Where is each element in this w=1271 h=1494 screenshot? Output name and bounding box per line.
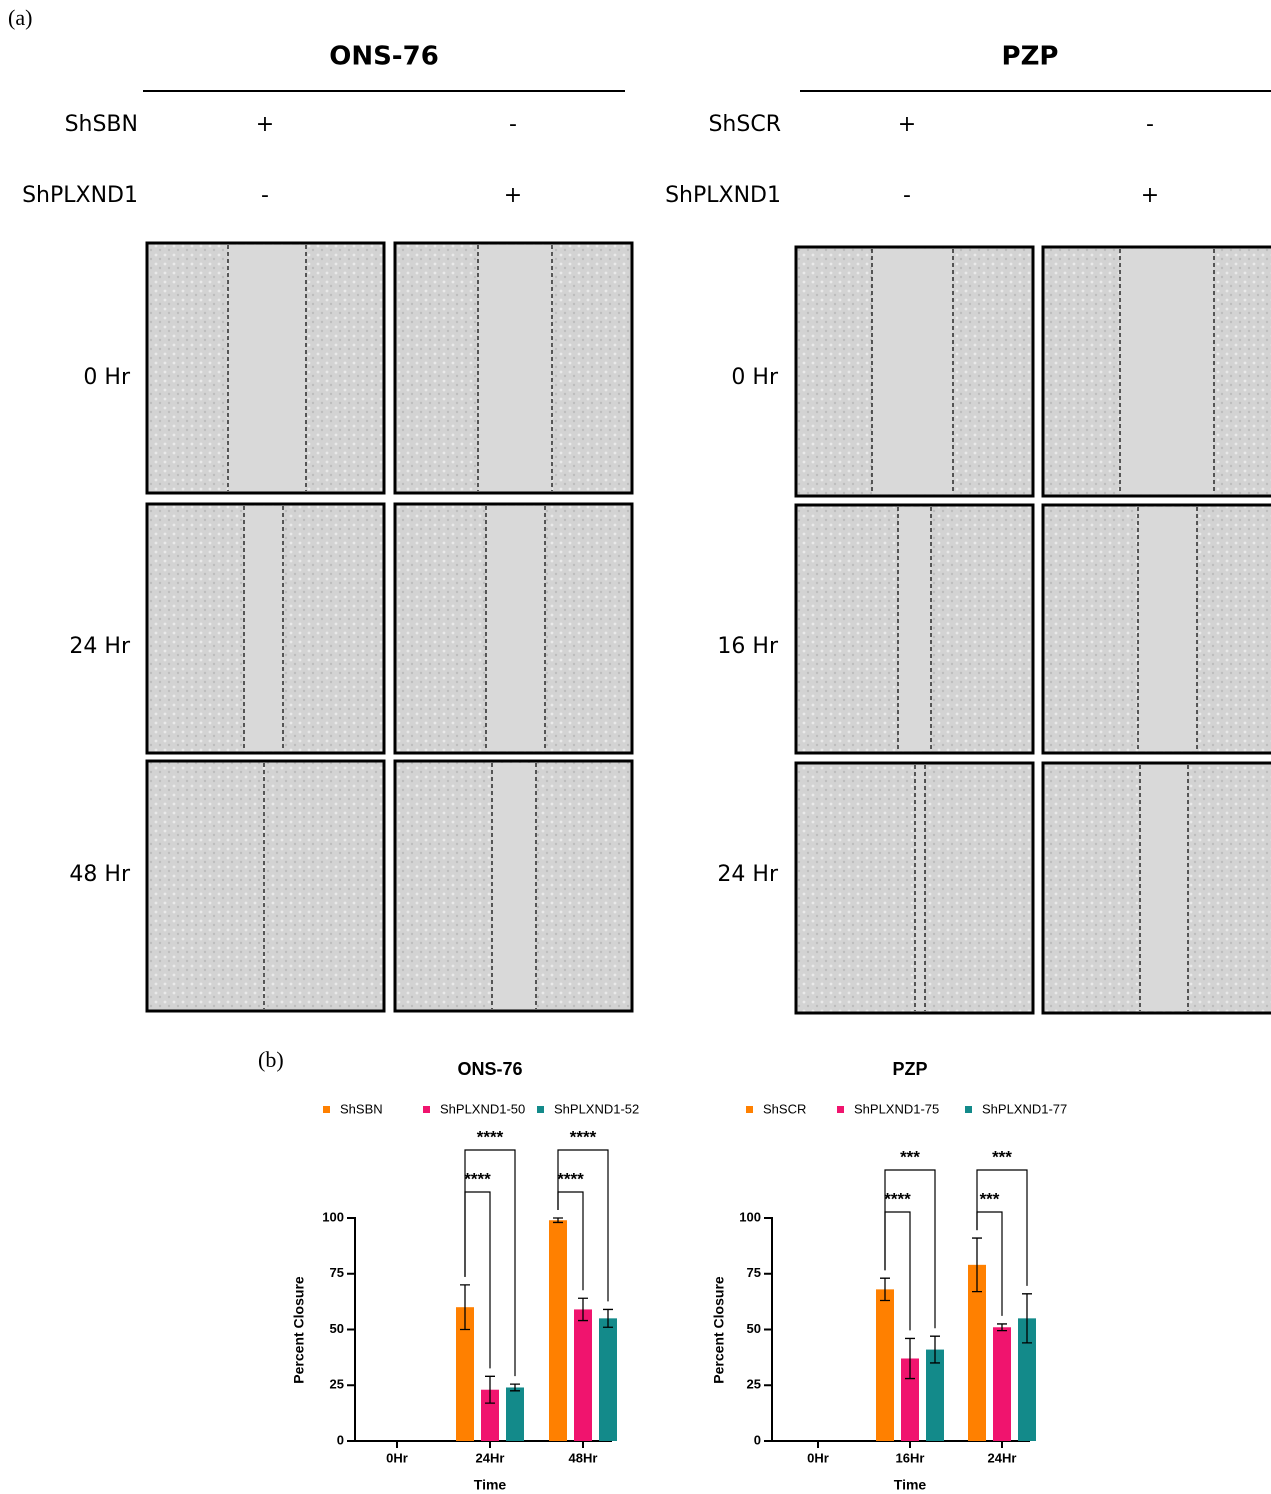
bar bbox=[876, 1289, 894, 1441]
condition-sign: - bbox=[509, 112, 517, 137]
time-label: 0 Hr bbox=[83, 365, 131, 390]
chart-title: ONS-76 bbox=[457, 1059, 522, 1079]
wound-gap bbox=[872, 249, 953, 494]
condition-sign: - bbox=[261, 183, 269, 208]
x-tick-label: 0Hr bbox=[807, 1450, 829, 1465]
legend-label: ShPLXND1-50 bbox=[440, 1101, 525, 1116]
legend-label: ShSCR bbox=[763, 1101, 806, 1116]
legend-swatch bbox=[537, 1106, 544, 1113]
legend-swatch bbox=[423, 1106, 430, 1113]
bar bbox=[993, 1327, 1011, 1441]
row-name: ShPLXND1 bbox=[665, 183, 781, 208]
significance-label: **** bbox=[884, 1189, 911, 1208]
bar bbox=[599, 1318, 617, 1441]
group-title: PZP bbox=[1002, 42, 1059, 72]
y-tick-label: 0 bbox=[337, 1432, 344, 1447]
y-tick-label: 25 bbox=[330, 1377, 344, 1392]
legend-label: ShSBN bbox=[340, 1101, 383, 1116]
row-name: ShSCR bbox=[708, 112, 781, 137]
group-title: ONS-76 bbox=[329, 42, 439, 72]
condition-sign: + bbox=[504, 183, 522, 208]
y-tick-label: 100 bbox=[322, 1209, 344, 1224]
x-tick-label: 16Hr bbox=[896, 1450, 925, 1465]
significance-label: **** bbox=[570, 1127, 597, 1146]
y-tick-label: 25 bbox=[747, 1377, 761, 1392]
x-tick-label: 24Hr bbox=[476, 1450, 505, 1465]
legend-label: ShPLXND1-77 bbox=[982, 1101, 1067, 1116]
y-axis-label: Percent Closure bbox=[291, 1276, 307, 1384]
legend-swatch bbox=[965, 1106, 972, 1113]
time-label: 48 Hr bbox=[69, 862, 131, 887]
legend-swatch bbox=[837, 1106, 844, 1113]
time-label: 16 Hr bbox=[717, 634, 779, 659]
wound-gap bbox=[898, 507, 931, 751]
wound-gap bbox=[1138, 507, 1197, 751]
row-name: ShPLXND1 bbox=[22, 183, 138, 208]
bar bbox=[506, 1387, 524, 1441]
wound-gap bbox=[492, 763, 536, 1009]
significance-label: *** bbox=[980, 1189, 1000, 1208]
panel-label: (a) bbox=[8, 5, 32, 30]
wound-gap bbox=[1120, 249, 1214, 494]
y-tick-label: 50 bbox=[747, 1321, 761, 1336]
wound-gap bbox=[486, 506, 545, 751]
condition-sign: - bbox=[1146, 112, 1154, 137]
wound-gap bbox=[244, 506, 283, 751]
wound-gap bbox=[1140, 765, 1188, 1011]
y-axis-label: Percent Closure bbox=[711, 1276, 727, 1384]
legend-swatch bbox=[746, 1106, 753, 1113]
wound-gap bbox=[915, 765, 925, 1011]
legend-label: ShPLXND1-52 bbox=[554, 1101, 639, 1116]
row-name: ShSBN bbox=[65, 112, 138, 137]
x-axis-label: Time bbox=[894, 1477, 927, 1493]
y-tick-label: 75 bbox=[330, 1265, 344, 1280]
chart-title: PZP bbox=[892, 1059, 927, 1079]
legend-label: ShPLXND1-75 bbox=[854, 1101, 939, 1116]
wound-gap bbox=[478, 245, 552, 491]
wound-gap bbox=[228, 245, 306, 491]
condition-sign: + bbox=[1141, 183, 1159, 208]
condition-sign: - bbox=[903, 183, 911, 208]
x-axis-label: Time bbox=[474, 1477, 507, 1493]
condition-sign: + bbox=[898, 112, 916, 137]
panel-label: (b) bbox=[258, 1047, 284, 1072]
bar bbox=[574, 1309, 592, 1441]
significance-label: **** bbox=[464, 1169, 491, 1188]
significance-label: **** bbox=[557, 1169, 584, 1188]
time-label: 24 Hr bbox=[717, 862, 779, 887]
x-tick-label: 0Hr bbox=[386, 1450, 408, 1465]
time-label: 0 Hr bbox=[731, 365, 779, 390]
significance-label: *** bbox=[992, 1147, 1012, 1166]
x-tick-label: 48Hr bbox=[569, 1450, 598, 1465]
y-tick-label: 50 bbox=[330, 1321, 344, 1336]
significance-label: **** bbox=[477, 1127, 504, 1146]
x-tick-label: 24Hr bbox=[988, 1450, 1017, 1465]
condition-sign: + bbox=[256, 112, 274, 137]
y-tick-label: 0 bbox=[754, 1432, 761, 1447]
legend-swatch bbox=[323, 1106, 330, 1113]
figure: (a) (b) ONS-76 ShSBN ShPLXND1 + - - +0 Hr 24 Hr… bbox=[0, 0, 1271, 1494]
time-label: 24 Hr bbox=[69, 634, 131, 659]
y-tick-label: 75 bbox=[747, 1265, 761, 1280]
y-tick-label: 100 bbox=[739, 1209, 761, 1224]
micrograph bbox=[147, 761, 384, 1011]
significance-label: *** bbox=[900, 1147, 920, 1166]
bar bbox=[549, 1220, 567, 1441]
